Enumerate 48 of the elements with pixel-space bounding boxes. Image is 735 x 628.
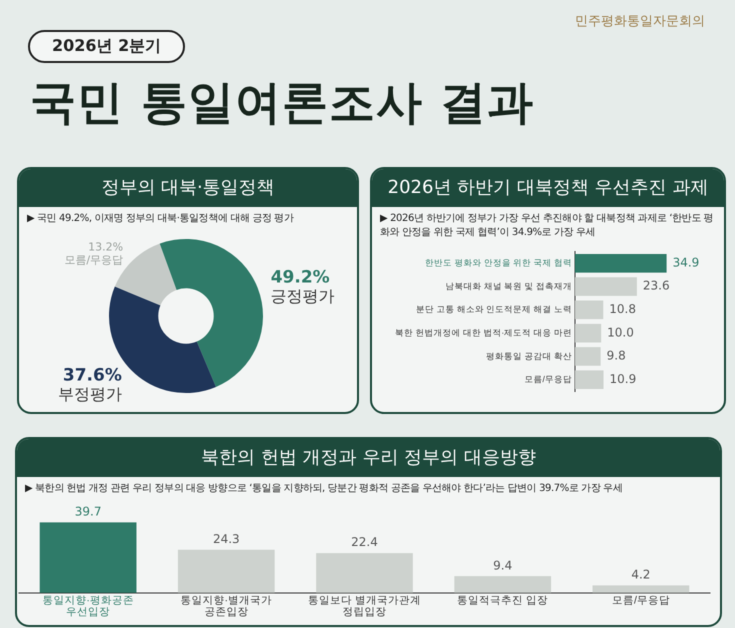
y-tick-label: 남북대화 채널 복원 및 접촉재개 bbox=[445, 280, 572, 291]
chart-subtitle: ▶ 북한의 헌법 개정 관련 우리 정부의 대응 방향으로 ‘통일을 지향하되, 당분간 평화적 공존을 우선해야 한다’라는 답변이 39.7%로 가장 우세 bbox=[24, 482, 624, 496]
x-tick-label: 통일지향·평화공존 우선입장 bbox=[42, 594, 134, 618]
data-label: 9.8 bbox=[606, 348, 626, 363]
bar bbox=[574, 347, 601, 366]
data-label: 4.2 bbox=[631, 568, 650, 582]
chart-title: 북한의 헌법 개정과 우리 정부의 대응방향 bbox=[17, 439, 720, 477]
bar bbox=[574, 370, 604, 389]
bar bbox=[316, 553, 413, 593]
y-tick-label: 한반도 평화와 안정을 위한 국제 협력 bbox=[425, 258, 572, 268]
x-tick-label: 통일지향·별개국가 공존입장 bbox=[180, 594, 272, 618]
data-label: 22.4 bbox=[351, 535, 378, 550]
bar bbox=[40, 522, 136, 593]
chart-title: 2026년 하반기 대북정책 우선추진 과제 bbox=[372, 169, 724, 207]
data-label: 10.0 bbox=[607, 325, 634, 340]
data-label: 34.9 bbox=[672, 255, 700, 270]
bar bbox=[574, 300, 604, 320]
data-label: 39.7 bbox=[74, 504, 102, 518]
x-tick-label: 통일보다 별개국가관계 정립입장 bbox=[308, 594, 421, 618]
bar bbox=[178, 550, 275, 593]
data-label: 24.3 bbox=[212, 532, 240, 546]
y-tick-label: 분단 고통 해소와 인도적문제 해결 노력 bbox=[416, 304, 572, 314]
bar bbox=[574, 324, 602, 342]
text: 2026년 2분기 bbox=[28, 30, 186, 63]
data-label: 10.9 bbox=[610, 372, 636, 386]
bar bbox=[574, 277, 637, 296]
x-tick-label: 통일적극추진 입장 bbox=[457, 594, 548, 607]
slice-label: 모름/무응답 bbox=[64, 253, 124, 266]
bar bbox=[574, 254, 667, 273]
y-tick-label: 평화통일 공감대 확산 bbox=[486, 350, 572, 361]
x-tick-label: 모름/무응답 bbox=[612, 594, 670, 607]
y-tick-label: 모름/무응답 bbox=[524, 374, 572, 384]
y-tick-label: 북한 헌법개정에 대한 법적·제도적 대응 마련 bbox=[395, 327, 572, 338]
chart-title: 정부의 대북·통일정책 bbox=[19, 169, 357, 207]
bar bbox=[592, 585, 690, 593]
slice-label: 부정평가 bbox=[58, 384, 122, 404]
data-label: 9.4 bbox=[493, 558, 512, 572]
data-label: 37.6% bbox=[62, 366, 122, 386]
chart-subtitle: ▶ 국민 49.2%, 이재명 정부의 대북·통일정책에 대해 긍정 평가 bbox=[26, 212, 295, 226]
bar bbox=[454, 576, 552, 593]
text: 민주평화통일자문회의 bbox=[575, 13, 705, 30]
slice-label: 긍정평가 bbox=[270, 286, 335, 306]
chart-subtitle: ▶ 2026년 하반기에 정부가 가장 우선 추진해야 할 대북정책 과제로 ‘한반도 평화와 안정을 위한 국제 협력’이 34.9%로 가장 우세 bbox=[379, 212, 714, 240]
data-label: 10.8 bbox=[609, 302, 636, 316]
data-label: 23.6 bbox=[642, 278, 670, 293]
data-label: 13.2% bbox=[88, 240, 124, 254]
data-label: 49.2% bbox=[270, 268, 330, 288]
text: 국민 통일여론조사 결과 bbox=[30, 74, 534, 131]
